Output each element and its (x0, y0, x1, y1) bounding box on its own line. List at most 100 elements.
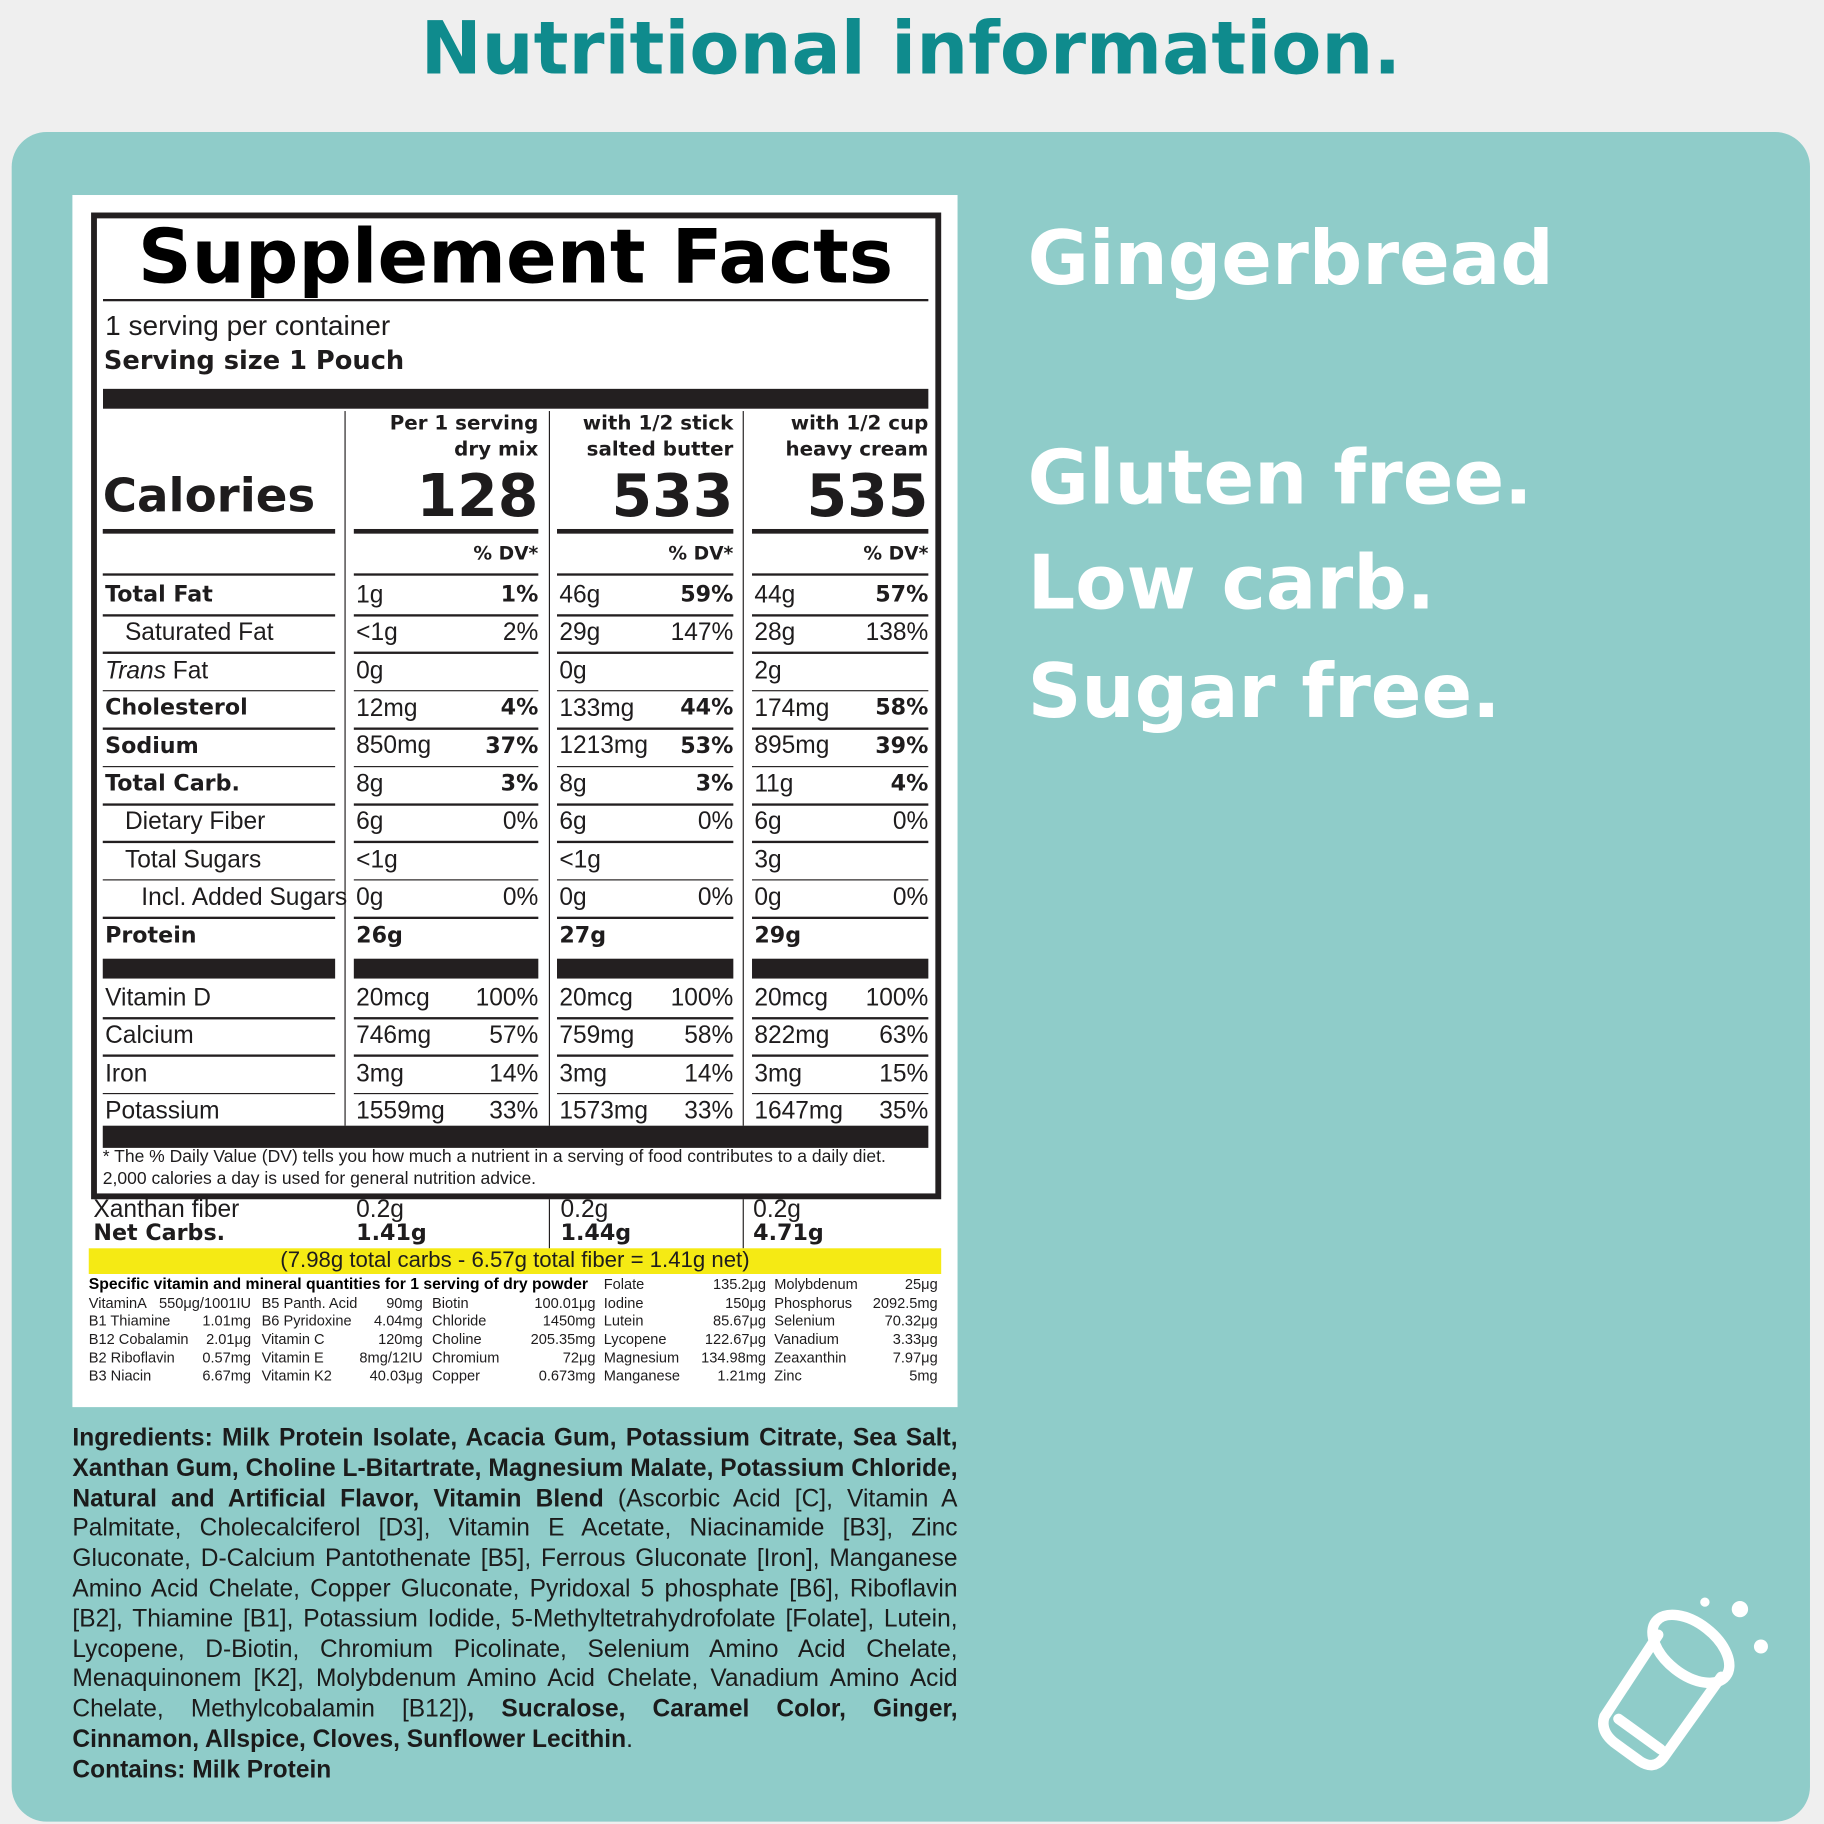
amount: 20mcg (754, 984, 828, 1012)
micro-name: Copper (432, 1367, 480, 1384)
amount: 12mg (356, 694, 418, 722)
rule (102, 298, 929, 301)
row-name: Potassium (105, 1097, 220, 1125)
daily-value: 100% (670, 984, 734, 1012)
rule (353, 652, 539, 654)
column-divider (742, 411, 744, 1126)
extra-value: 0.2g (560, 1195, 609, 1223)
micro-value: 8mg/12IU (359, 1349, 423, 1366)
rule (102, 573, 336, 576)
ingredient-text: (Ascorbic Acid [C], Vitamin A Palmitate,… (72, 1484, 958, 1723)
rule (102, 614, 336, 616)
micro-value: 1.21mg (717, 1367, 767, 1384)
rule (752, 803, 929, 806)
micro-name: B5 Panth. Acid (261, 1294, 358, 1312)
thick-rule (102, 958, 336, 979)
daily-value: 33% (489, 1097, 539, 1125)
rule (102, 765, 336, 768)
rule (752, 1017, 929, 1019)
ingredients: Ingredients: Milk Protein Isolate, Acaci… (72, 1423, 957, 1784)
column-divider (742, 1199, 744, 1249)
amount: 6g (559, 808, 587, 836)
micro-name: Vitamin K2 (261, 1367, 332, 1384)
rule (752, 1054, 929, 1057)
micros-title: Specific vitamin and mineral quantities … (88, 1274, 589, 1293)
rule (102, 1092, 336, 1095)
amount: 1559mg (356, 1097, 445, 1125)
amount: 1647mg (754, 1097, 843, 1125)
amount: 0g (559, 657, 587, 684)
amount: 0g (356, 657, 384, 684)
label-frame (91, 212, 942, 1200)
amount: 6g (356, 808, 384, 836)
rule (752, 1092, 929, 1095)
micro-value: 1450mg (542, 1312, 596, 1330)
micro-name: Iodine (603, 1294, 644, 1312)
extra-value: 1.41g (356, 1220, 427, 1247)
net-highlight (88, 1248, 942, 1274)
amount: 26g (356, 922, 403, 948)
micro-value: 7.97μg (892, 1349, 938, 1366)
rule (353, 573, 539, 576)
rule (353, 879, 539, 881)
micro-value: 100.01μg (534, 1294, 596, 1312)
rule (557, 573, 734, 576)
amount: 850mg (356, 732, 432, 760)
claim: Sugar free. (1027, 649, 1501, 736)
column-header: with 1/2 cup (790, 412, 929, 437)
daily-value: 37% (485, 733, 539, 759)
rule (102, 727, 336, 730)
amount: 3g (754, 846, 782, 874)
daily-value: 44% (680, 695, 734, 721)
footnote: 2,000 calories a day is used for general… (102, 1168, 537, 1189)
column-divider (344, 411, 346, 1126)
micro-name: B6 Pyridoxine (261, 1312, 352, 1330)
daily-value: 4% (890, 770, 929, 797)
calorie-rule (752, 528, 929, 534)
micro-value: 72μg (562, 1349, 596, 1366)
amount: 29g (559, 619, 601, 647)
daily-value: 1% (500, 581, 539, 608)
amount: 0g (754, 884, 782, 911)
micro-name: Selenium (774, 1312, 836, 1330)
thick-rule (102, 1125, 929, 1148)
micro-name: B2 Riboflavin (88, 1349, 175, 1366)
rule (752, 689, 929, 692)
servings: 1 serving per container (105, 310, 391, 343)
rule (557, 727, 734, 730)
micro-value: 205.35mg (530, 1331, 596, 1348)
extra-value: 0.2g (753, 1195, 801, 1223)
flavor: Gingerbread (1027, 216, 1554, 303)
daily-value: 33% (684, 1097, 734, 1125)
amount: 746mg (356, 1022, 432, 1049)
row-name: Iron (105, 1059, 148, 1087)
amount: <1g (356, 619, 398, 647)
daily-value: 3% (695, 770, 734, 797)
column-divider (548, 1199, 551, 1249)
thick-rule (353, 958, 539, 979)
cup-icon (1598, 1597, 1768, 1771)
amount: 0g (559, 884, 587, 911)
row-name: Total Sugars (124, 846, 262, 874)
amount: 759mg (559, 1022, 635, 1049)
rule (752, 765, 929, 768)
rule (557, 916, 734, 919)
micro-name: Biotin (432, 1294, 469, 1312)
daily-value: 39% (875, 733, 929, 759)
rule (353, 614, 539, 616)
micro-value: 2.01μg (206, 1331, 252, 1348)
micro-name: Zeaxanthin (774, 1349, 847, 1366)
rule (353, 727, 539, 730)
rule (102, 916, 336, 919)
daily-value: 4% (500, 695, 539, 721)
micro-value: 85.67μg (712, 1312, 767, 1330)
micro-name: Chloride (432, 1312, 487, 1330)
micro-name: Manganese (603, 1367, 681, 1384)
row-name: Trans Fat (105, 656, 208, 687)
micro-name: B12 Cobalamin (88, 1331, 189, 1348)
page-title: Nutritional information. (420, 5, 1402, 92)
amount: 1573mg (559, 1097, 648, 1125)
rule (557, 1017, 734, 1019)
rule (752, 916, 929, 919)
rule (557, 841, 734, 843)
